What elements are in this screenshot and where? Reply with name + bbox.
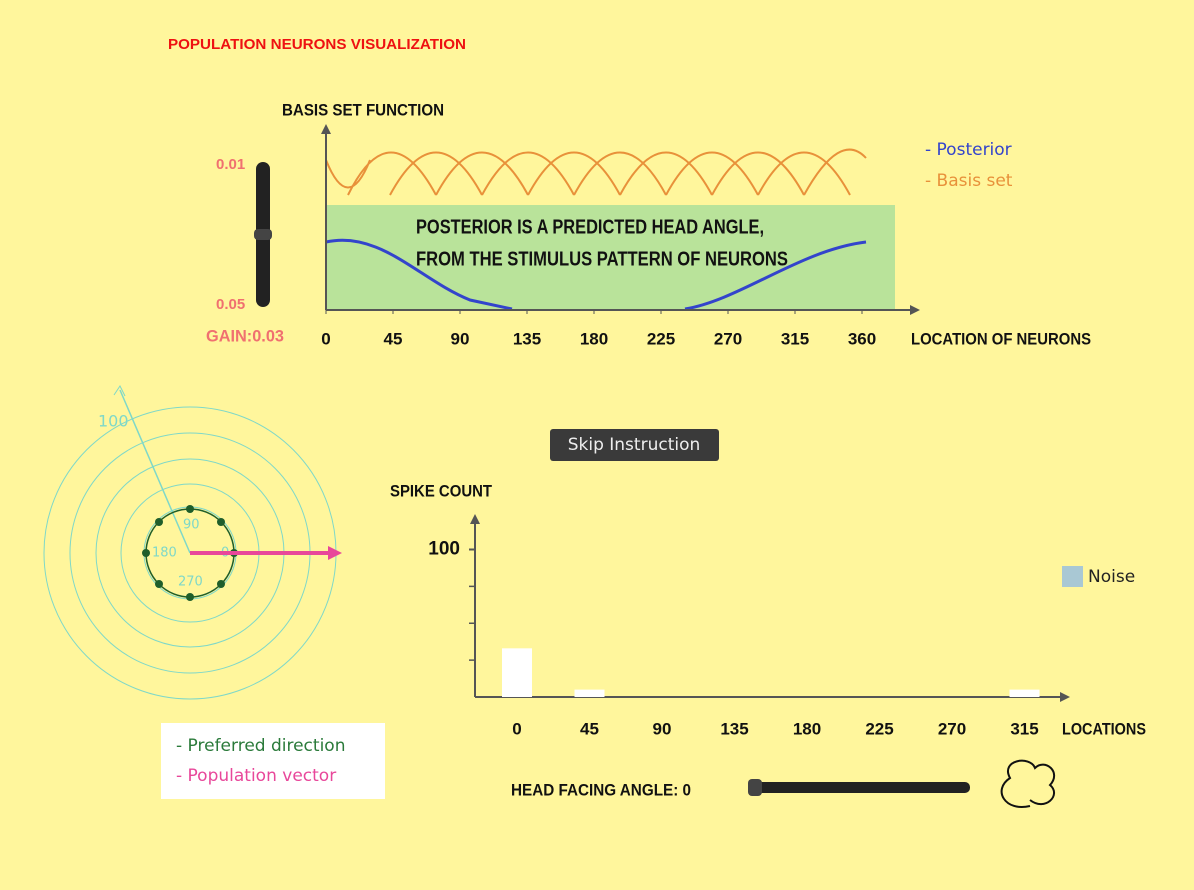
axis-arrow (1060, 692, 1070, 702)
slider-handle[interactable] (748, 779, 762, 796)
x-tick-label: 180 (580, 329, 608, 348)
preferred-directions (142, 505, 238, 601)
legend-entry: - Posterior (925, 140, 1012, 160)
x-tick-label: 45 (580, 719, 599, 738)
x-axis-label: LOCATIONS (1062, 719, 1146, 738)
page-title: POPULATION NEURONS VISUALIZATION (168, 36, 466, 53)
gain-label: GAIN:0.03 (206, 326, 284, 345)
x-ticks: 0 45 90 135 180 225 270 315 360 (321, 310, 876, 348)
x-tick-label: 315 (1010, 719, 1038, 738)
x-tick-label: 315 (781, 329, 809, 348)
legend-entry: - Population vector (176, 766, 336, 786)
radius-arrow (119, 389, 191, 554)
axis-arrow (910, 305, 920, 315)
basis-curves (325, 148, 867, 196)
axis-arrow (321, 124, 331, 134)
angle-label: 270 (178, 575, 203, 590)
x-tick-label: 180 (793, 719, 821, 738)
slider-min-label: 0.05 (216, 296, 245, 313)
x-axis-label: LOCATION OF NEURONS (911, 329, 1091, 348)
slider-max-label: 0.01 (216, 156, 245, 173)
button-label[interactable]: Skip Instruction (568, 435, 701, 455)
posterior-curve (325, 238, 867, 311)
x-tick-label: 0 (321, 329, 330, 348)
x-tick-label: 225 (865, 719, 893, 738)
bar (502, 648, 532, 697)
x-tick-label: 90 (451, 329, 470, 348)
x-tick-label: 270 (938, 719, 966, 738)
axis-arrow (470, 514, 480, 524)
head-slider[interactable] (748, 782, 970, 793)
head-icon (1000, 759, 1056, 809)
annotation: POSTERIOR IS A PREDICTED HEAD ANGLE, (416, 216, 764, 238)
x-tick-label: 90 (653, 719, 672, 738)
y-tick-label: 100 (428, 539, 460, 560)
x-tick-label: 135 (720, 719, 748, 738)
x-tick-label: 360 (848, 329, 876, 348)
angle-label: 90 (183, 518, 200, 533)
legend-swatch (1062, 566, 1083, 587)
y-axis-label: SPIKE COUNT (390, 481, 493, 500)
annotation: FROM THE STIMULUS PATTERN OF NEURONS (416, 248, 788, 270)
x-tick-label: 45 (384, 329, 403, 348)
arrow-head (113, 385, 126, 397)
bar (1009, 689, 1040, 697)
x-tick-label: 0 (512, 719, 521, 738)
polar-legend (161, 723, 385, 799)
arrow-head (328, 546, 342, 560)
legend-entry: - Basis set (925, 171, 1013, 191)
spike-plot: 100 0 45 90 135 180 225 270 315 (428, 539, 1040, 738)
x-tick-label: 135 (513, 329, 541, 348)
chart-title: BASIS SET FUNCTION (282, 100, 444, 119)
annotation-box (326, 205, 895, 309)
angle-label: 180 (152, 546, 177, 561)
legend-entry: Noise (1088, 567, 1135, 587)
radius-label: 100 (98, 412, 129, 431)
legend: - Posterior - Basis set (925, 140, 1013, 191)
legend-entry: - Preferred direction (176, 736, 345, 756)
slider-handle[interactable] (254, 229, 272, 240)
skip-button[interactable] (550, 429, 719, 461)
head-angle-label: HEAD FACING ANGLE: 0 (511, 780, 691, 799)
x-tick-label: 225 (647, 329, 675, 348)
bar (574, 689, 605, 697)
x-tick-label: 270 (714, 329, 742, 348)
